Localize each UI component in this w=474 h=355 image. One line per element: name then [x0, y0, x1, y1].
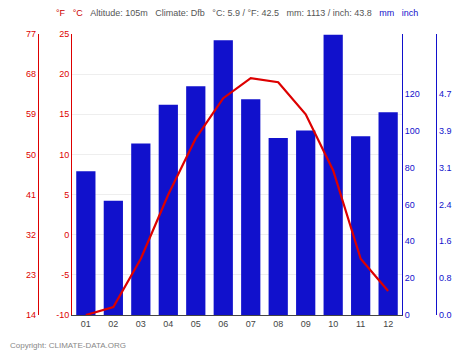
svg-text:0.0: 0.0 [439, 310, 452, 320]
svg-text:10: 10 [59, 150, 69, 160]
svg-text:60: 60 [405, 200, 415, 210]
svg-text:14: 14 [26, 310, 36, 320]
svg-text:77: 77 [26, 29, 36, 39]
svg-text:15: 15 [59, 109, 69, 119]
svg-text:3.1: 3.1 [439, 163, 452, 173]
svg-text:0: 0 [405, 310, 410, 320]
svg-text:0.8: 0.8 [439, 273, 452, 283]
svg-text:-10: -10 [56, 310, 69, 320]
svg-text:32: 32 [26, 230, 36, 240]
svg-text:02: 02 [108, 319, 118, 329]
svg-text:0: 0 [64, 230, 69, 240]
svg-text:06: 06 [218, 319, 228, 329]
svg-text:1.6: 1.6 [439, 236, 452, 246]
svg-text:-5: -5 [61, 270, 69, 280]
svg-text:07: 07 [246, 319, 256, 329]
svg-text:20: 20 [59, 69, 69, 79]
svg-text:4.7: 4.7 [439, 89, 452, 99]
svg-text:°F °C Altitude: 105m Cli: °F °C Altitude: 105m Climate: Dfb °C: 5.… [56, 8, 418, 18]
svg-text:12: 12 [383, 319, 393, 329]
svg-text:68: 68 [26, 69, 36, 79]
svg-text:04: 04 [163, 319, 173, 329]
svg-text:100: 100 [405, 126, 420, 136]
svg-text:Copyright: CLIMATE-DATA.ORG: Copyright: CLIMATE-DATA.ORG [10, 341, 126, 350]
svg-text:80: 80 [405, 163, 415, 173]
svg-text:20: 20 [405, 273, 415, 283]
svg-text:2.4: 2.4 [439, 200, 452, 210]
svg-text:25: 25 [59, 29, 69, 39]
svg-text:11: 11 [356, 319, 365, 329]
svg-text:3.9: 3.9 [439, 126, 452, 136]
svg-text:50: 50 [26, 150, 36, 160]
svg-text:03: 03 [136, 319, 146, 329]
svg-text:40: 40 [405, 236, 415, 246]
svg-text:120: 120 [405, 89, 420, 99]
svg-text:09: 09 [301, 319, 311, 329]
svg-text:08: 08 [273, 319, 283, 329]
svg-text:23: 23 [26, 270, 36, 280]
svg-text:10: 10 [328, 319, 338, 329]
svg-text:05: 05 [191, 319, 201, 329]
svg-text:59: 59 [26, 109, 36, 119]
svg-text:5: 5 [64, 190, 69, 200]
svg-text:41: 41 [26, 190, 36, 200]
svg-text:01: 01 [81, 319, 91, 329]
